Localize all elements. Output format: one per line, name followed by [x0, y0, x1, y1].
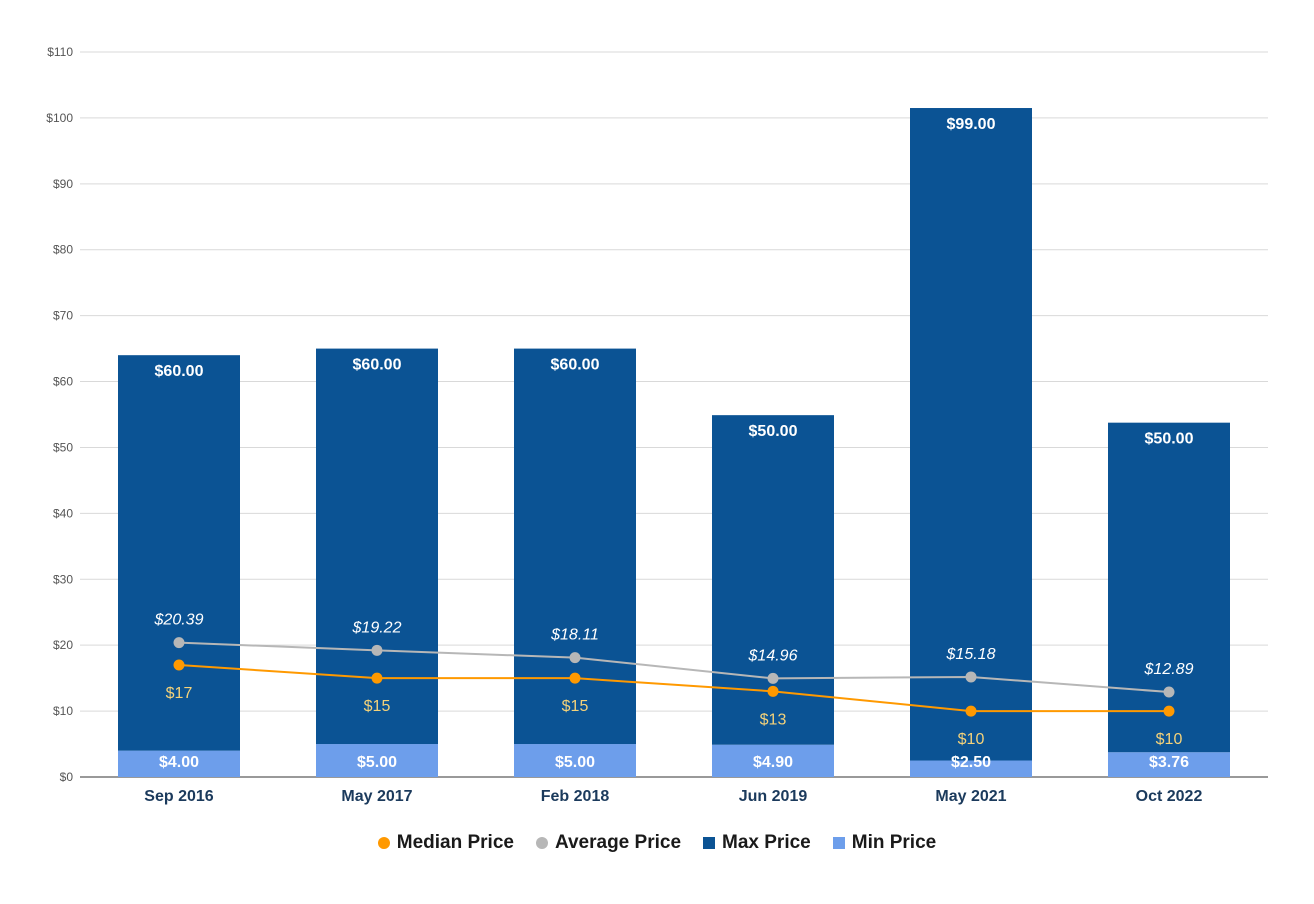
average-price-point	[1163, 686, 1175, 698]
y-tick-label: $110	[47, 45, 73, 59]
min-price-label: $4.90	[753, 754, 793, 771]
bar-max-price	[910, 108, 1032, 761]
y-tick-label: $60	[53, 375, 73, 389]
median-price-label: $10	[958, 731, 985, 748]
x-tick-label: May 2021	[935, 788, 1006, 805]
bar-min-price	[910, 760, 1032, 777]
bar-max-price	[118, 355, 240, 751]
legend: Median Price Average Price Max Price Min Pr…	[0, 832, 1314, 854]
median-price-point	[965, 705, 977, 717]
median-price-label: $13	[760, 711, 787, 728]
legend-label: Average Price	[554, 832, 682, 853]
legend-swatch	[703, 837, 716, 849]
max-price-label: $60.00	[551, 357, 600, 374]
median-price-line	[178, 663, 1169, 713]
bar-min-price	[514, 744, 636, 777]
bar-min-price	[1108, 752, 1230, 777]
y-tick-label: $40	[53, 506, 73, 520]
median-price-point	[767, 685, 779, 697]
median-price-label: $15	[364, 698, 391, 715]
y-tick-label: $100	[46, 111, 73, 125]
data-labels: $60.00 $4.00 $60.00 $5.00 $60.00 $5.00 $50.00 $…	[154, 116, 1194, 771]
min-price-label: $4.00	[159, 754, 199, 771]
max-price-label: $99.00	[947, 116, 996, 133]
y-tick-label: $70	[53, 309, 73, 323]
x-tick-label: Jun 2019	[739, 788, 808, 805]
y-tick-label: $10	[53, 704, 73, 718]
legend-swatch	[535, 837, 548, 849]
x-axis: Sep 2016 May 2017 Feb 2018 Jun 2019 May 2021…	[144, 788, 1202, 805]
average-price-point	[965, 671, 977, 683]
median-price-label: $10	[1156, 731, 1183, 748]
x-tick-label: May 2017	[341, 788, 412, 805]
median-price-point	[371, 672, 383, 684]
max-price-label: $50.00	[1145, 431, 1194, 448]
average-price-label: $20.39	[154, 612, 204, 629]
bars	[118, 108, 1230, 777]
average-price-label: $12.89	[1144, 661, 1194, 678]
median-price-label: $15	[562, 698, 589, 715]
legend-item: Median Price	[377, 832, 514, 854]
y-tick-label: $30	[53, 572, 73, 586]
median-price-point	[173, 659, 185, 671]
bar-max-price	[316, 348, 438, 745]
y-tick-label: $80	[53, 243, 73, 257]
bar-min-price	[712, 744, 834, 777]
max-price-label: $50.00	[749, 423, 798, 440]
x-tick-label: Oct 2022	[1136, 788, 1203, 805]
bar-min-price	[316, 744, 438, 777]
y-tick-label: $20	[53, 638, 73, 652]
x-tick-label: Feb 2018	[541, 788, 610, 805]
max-price-label: $60.00	[155, 363, 204, 380]
average-price-label: $14.96	[748, 647, 798, 664]
x-tick-label: Sep 2016	[144, 788, 213, 805]
bar-max-price	[514, 348, 636, 745]
bar-max-price	[1108, 422, 1230, 753]
legend-label: Max Price	[722, 832, 811, 853]
y-tick-label: $50	[53, 440, 73, 454]
legend-label: Median Price	[396, 832, 514, 853]
min-price-label: $5.00	[357, 754, 397, 771]
average-price-point	[767, 672, 779, 684]
legend-item: Max Price	[703, 832, 811, 854]
legend-item: Average Price	[535, 832, 682, 854]
average-price-point	[173, 637, 185, 649]
average-price-label: $18.11	[550, 627, 599, 644]
y-tick-label: $0	[60, 770, 74, 784]
max-price-label: $60.00	[353, 357, 402, 374]
legend-label: Min Price	[851, 832, 937, 853]
median-price-point	[569, 672, 581, 684]
legend-item: Min Price	[832, 832, 937, 854]
bar-min-price	[118, 750, 240, 777]
lines	[173, 637, 1175, 717]
average-price-label: $15.18	[946, 646, 996, 663]
average-price-point	[371, 644, 383, 656]
min-price-label: $3.76	[1149, 754, 1189, 771]
y-tick-label: $90	[53, 177, 73, 191]
min-price-label: $2.50	[951, 754, 991, 771]
median-price-point	[1163, 705, 1175, 717]
legend-swatch	[377, 837, 390, 849]
average-price-point	[569, 652, 581, 664]
average-price-label: $19.22	[352, 619, 402, 636]
gridlines	[80, 51, 1268, 778]
average-price-line	[178, 641, 1170, 694]
legend-swatch	[832, 837, 845, 849]
min-price-label: $5.00	[555, 754, 595, 771]
y-axis: $0 $10 $20 $30 $40 $50 $60 $70 $80 $90 $100 $110	[46, 45, 73, 784]
median-price-label: $17	[166, 685, 193, 702]
